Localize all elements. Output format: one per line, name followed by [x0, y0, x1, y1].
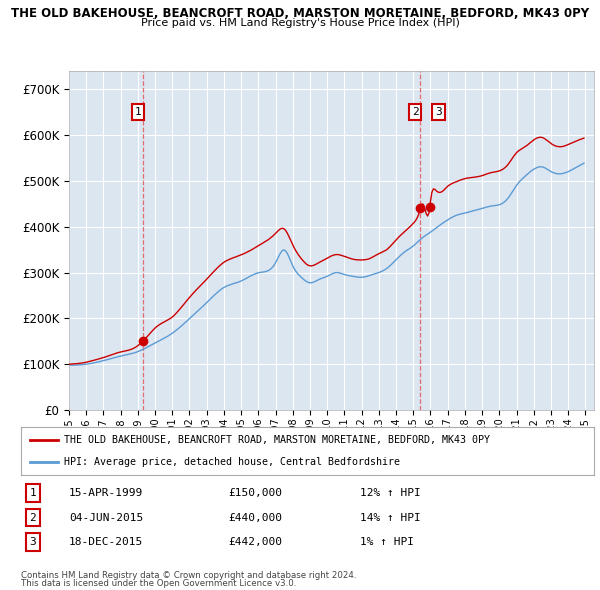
Text: HPI: Average price, detached house, Central Bedfordshire: HPI: Average price, detached house, Cent… — [64, 457, 400, 467]
Text: Price paid vs. HM Land Registry's House Price Index (HPI): Price paid vs. HM Land Registry's House … — [140, 18, 460, 28]
Text: THE OLD BAKEHOUSE, BEANCROFT ROAD, MARSTON MORETAINE, BEDFORD, MK43 0PY: THE OLD BAKEHOUSE, BEANCROFT ROAD, MARST… — [11, 7, 589, 20]
Text: THE OLD BAKEHOUSE, BEANCROFT ROAD, MARSTON MORETAINE, BEDFORD, MK43 0PY: THE OLD BAKEHOUSE, BEANCROFT ROAD, MARST… — [64, 435, 490, 445]
Text: Contains HM Land Registry data © Crown copyright and database right 2024.: Contains HM Land Registry data © Crown c… — [21, 571, 356, 580]
Text: 2: 2 — [412, 107, 419, 117]
Text: 3: 3 — [29, 537, 37, 548]
Text: £442,000: £442,000 — [228, 537, 282, 548]
Text: 1: 1 — [29, 488, 37, 498]
Text: 3: 3 — [435, 107, 442, 117]
Text: £440,000: £440,000 — [228, 513, 282, 523]
Text: 12% ↑ HPI: 12% ↑ HPI — [360, 488, 421, 498]
Text: 1: 1 — [134, 107, 141, 117]
Text: 15-APR-1999: 15-APR-1999 — [69, 488, 143, 498]
Text: 1% ↑ HPI: 1% ↑ HPI — [360, 537, 414, 548]
Text: 18-DEC-2015: 18-DEC-2015 — [69, 537, 143, 548]
Text: 14% ↑ HPI: 14% ↑ HPI — [360, 513, 421, 523]
Text: £150,000: £150,000 — [228, 488, 282, 498]
Text: 04-JUN-2015: 04-JUN-2015 — [69, 513, 143, 523]
Text: 2: 2 — [29, 513, 37, 523]
Text: This data is licensed under the Open Government Licence v3.0.: This data is licensed under the Open Gov… — [21, 579, 296, 588]
